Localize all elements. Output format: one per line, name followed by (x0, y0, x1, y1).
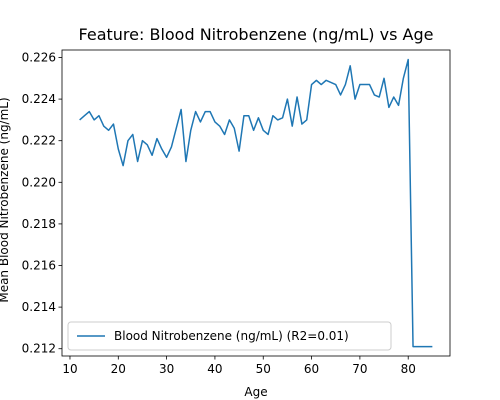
y-tick-label: 0.226 (22, 50, 56, 64)
x-tick-label: 20 (111, 362, 126, 376)
y-tick-label: 0.218 (22, 217, 56, 231)
y-tick-label: 0.214 (22, 300, 56, 314)
chart-title: Feature: Blood Nitrobenzene (ng/mL) vs A… (79, 25, 434, 44)
plot-area (61, 49, 451, 357)
series-line-0 (79, 58, 433, 348)
axis-ticks: 10 20 30 40 50 60 70 80 0.212 0.214 0.216 0.218 0.22… (22, 50, 416, 376)
y-tick-label: 0.224 (22, 92, 56, 106)
legend-box (67, 321, 392, 351)
legend-label: Blood Nitrobenzene (ng/mL) (R2=0.01) (114, 329, 349, 343)
y-tick-label: 0.222 (22, 134, 56, 148)
x-tick-label: 30 (159, 362, 174, 376)
y-tick-label: 0.216 (22, 259, 56, 273)
legend: Blood Nitrobenzene (ng/mL) (R2=0.01) (67, 321, 392, 351)
x-tick-label: 10 (62, 362, 77, 376)
x-tick-label: 70 (352, 362, 367, 376)
y-tick-label: 0.212 (22, 342, 56, 356)
x-tick-label: 50 (256, 362, 271, 376)
y-axis-label: Mean Blood Nitrobenzene (ng/mL) (0, 97, 11, 302)
x-tick-label: 60 (304, 362, 319, 376)
x-tick-label: 40 (207, 362, 222, 376)
x-tick-label: 80 (401, 362, 416, 376)
y-tick-label: 0.220 (22, 175, 56, 189)
axes-frame (61, 49, 451, 357)
x-axis-label: Age (244, 385, 267, 399)
